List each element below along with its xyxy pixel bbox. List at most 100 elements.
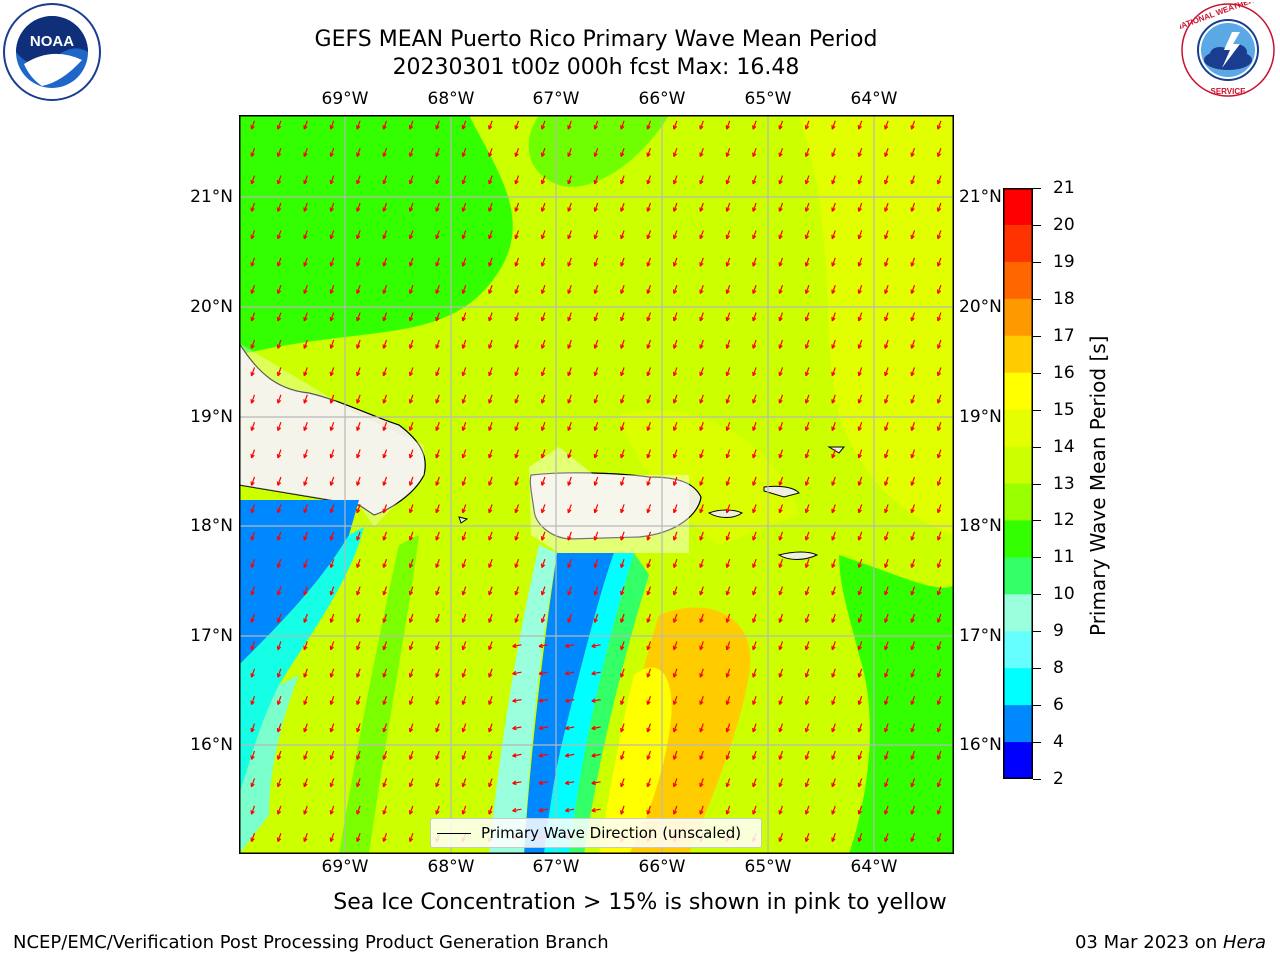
wave-direction-arrowhead: [356, 782, 361, 788]
wave-direction-arrow: [646, 394, 652, 404]
wave-direction-arrow: [565, 781, 575, 784]
wave-direction-arrow: [277, 421, 282, 431]
wave-direction-arrowhead: [250, 590, 255, 596]
wave-direction-arrow: [250, 723, 256, 733]
wave-direction-arrow: [409, 147, 414, 157]
wave-direction-arrow: [699, 613, 704, 623]
wave-direction-arrow: [778, 230, 784, 240]
wave-direction-arrowhead: [488, 234, 493, 240]
wave-direction-arrowhead: [936, 289, 942, 295]
wave-direction-arrow: [356, 367, 361, 377]
wave-direction-arrowhead: [804, 618, 810, 623]
wave-direction-arrow: [831, 695, 836, 705]
wave-direction-arrow: [910, 476, 916, 486]
wave-direction-arrowhead: [778, 316, 783, 322]
wave-direction-arrowhead: [910, 782, 915, 788]
wave-direction-arrowhead: [567, 481, 572, 486]
wave-direction-arrow: [778, 750, 784, 760]
wave-direction-arrowhead: [408, 426, 414, 432]
wave-direction-arrowhead: [382, 700, 387, 706]
wave-direction-arrow: [646, 339, 652, 349]
wave-direction-arrow: [910, 558, 916, 568]
wave-direction-arrowhead: [725, 453, 730, 459]
wave-direction-arrow: [910, 832, 916, 842]
wave-direction-arrowhead: [408, 289, 414, 295]
wave-direction-arrow: [382, 723, 388, 733]
wave-direction-arrowhead: [461, 563, 466, 569]
colorbar-label: Primary Wave Mean Period [s]: [1086, 335, 1110, 637]
wave-direction-arrowhead: [831, 399, 836, 404]
wave-direction-arrowhead: [884, 508, 889, 514]
wave-direction-arrowhead: [408, 727, 414, 733]
wave-direction-arrow: [567, 586, 572, 596]
wave-direction-arrowhead: [699, 316, 704, 322]
wave-direction-arrowhead: [567, 508, 572, 514]
wave-direction-arrowhead: [831, 207, 836, 212]
wave-direction-arrow: [858, 284, 863, 294]
wave-direction-arrowhead: [303, 289, 308, 295]
wave-direction-arrowhead: [804, 207, 810, 212]
wave-direction-arrow: [726, 805, 731, 815]
wave-direction-arrowhead: [512, 753, 517, 758]
wave-direction-arrowhead: [435, 344, 440, 349]
wave-direction-arrowhead: [620, 262, 625, 267]
wave-direction-arrow: [910, 504, 916, 514]
wave-direction-arrow: [699, 367, 704, 377]
wave-direction-arrow: [409, 257, 414, 267]
wave-direction-arrowhead: [382, 481, 387, 486]
wave-direction-arrowhead: [646, 810, 651, 815]
wave-direction-arrowhead: [672, 645, 678, 651]
wave-direction-arrowhead: [646, 481, 651, 486]
wave-direction-arrow: [858, 805, 863, 815]
wave-direction-arrow: [541, 175, 546, 185]
colorbar-tick-label: 10: [1053, 584, 1075, 605]
wave-direction-arrow: [541, 257, 546, 267]
wave-direction-arrowhead: [591, 698, 596, 703]
wave-direction-arrow: [752, 476, 757, 486]
wave-direction-arrow: [567, 120, 572, 130]
wave-direction-arrowhead: [752, 453, 757, 459]
map-legend: Primary Wave Direction (unscaled): [430, 818, 762, 848]
wave-direction-arrow: [726, 257, 731, 267]
wave-direction-arrow: [620, 394, 625, 404]
wave-direction-arrowhead: [565, 643, 570, 649]
wave-direction-arrow: [937, 421, 942, 431]
wave-direction-arrowhead: [857, 426, 862, 432]
wave-direction-arrow: [541, 230, 546, 240]
wave-direction-arrowhead: [356, 837, 361, 843]
wave-direction-arrow: [565, 808, 575, 812]
lat-tick-left: 20°N: [190, 297, 233, 317]
wave-direction-arrow: [726, 449, 731, 459]
wave-direction-arrowhead: [382, 782, 387, 788]
wave-direction-arrow: [382, 394, 388, 404]
wave-direction-arrowhead: [303, 645, 308, 651]
wave-direction-arrow: [620, 695, 625, 705]
wave-direction-arrowhead: [250, 262, 255, 267]
wave-direction-arrow: [250, 531, 256, 541]
wave-direction-arrowhead: [565, 807, 570, 813]
wave-direction-arrow: [594, 147, 599, 157]
wave-direction-arrow: [646, 558, 652, 568]
wave-direction-arrowhead: [408, 125, 414, 130]
wave-direction-arrow: [462, 339, 467, 349]
wave-direction-arrowhead: [646, 344, 651, 349]
wave-direction-arrow: [250, 202, 256, 212]
wave-direction-arrow: [884, 531, 889, 541]
wave-direction-arrowhead: [804, 426, 810, 432]
wave-direction-arrowhead: [857, 782, 862, 788]
wave-direction-arrow: [382, 476, 388, 486]
colorbar-swatch: [1003, 372, 1033, 411]
wave-direction-arrow: [620, 668, 625, 678]
colorbar-tick-label: 4: [1053, 732, 1064, 753]
wave-direction-arrow: [303, 778, 308, 788]
wave-direction-arrowhead: [725, 645, 730, 651]
wave-direction-arrow: [303, 805, 308, 815]
wave-direction-arrowhead: [804, 700, 810, 706]
wave-direction-arrow: [488, 668, 493, 678]
wave-direction-arrow: [646, 750, 652, 760]
wave-direction-arrow: [831, 750, 836, 760]
colorbar-tick-label: 9: [1053, 621, 1064, 642]
wave-direction-arrow: [514, 476, 520, 486]
wave-direction-arrow: [512, 781, 522, 784]
wave-direction-arrowhead: [276, 700, 282, 706]
